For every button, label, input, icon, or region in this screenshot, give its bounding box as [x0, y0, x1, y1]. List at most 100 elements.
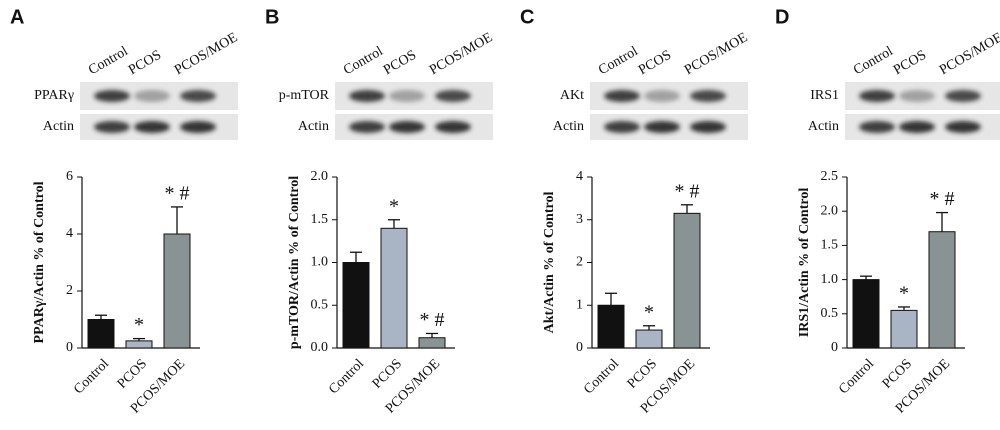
- annotation: * #: [675, 180, 700, 202]
- bar: [418, 337, 446, 349]
- annotation: * #: [420, 309, 445, 331]
- annotation: * #: [930, 188, 955, 210]
- y-tick-label: 2.0: [311, 169, 329, 184]
- y-tick-label: 0: [831, 340, 838, 355]
- blot-lane-label: Control: [341, 44, 386, 78]
- blot-band: [134, 121, 170, 133]
- y-tick-label: 0.0: [311, 340, 329, 355]
- x-tick-label: Control: [326, 356, 367, 397]
- y-tick-label: 4: [576, 169, 583, 184]
- bar: [87, 319, 115, 349]
- blot-band: [94, 121, 130, 133]
- annotation: *: [389, 195, 399, 217]
- bar: [852, 279, 880, 349]
- y-tick-label: 2: [66, 283, 73, 298]
- bar: [380, 227, 408, 349]
- y-tick-label: 3: [576, 212, 583, 227]
- bar: [597, 304, 625, 349]
- blot-row-label: IRS1: [810, 88, 839, 103]
- y-axis-label: PPARγ/Actin % of Control: [32, 181, 47, 343]
- blot-row-label: Actin: [298, 119, 329, 134]
- x-tick-label: Control: [836, 356, 877, 397]
- bar: [342, 262, 370, 349]
- blot-band: [349, 90, 385, 102]
- blot-band: [899, 90, 935, 102]
- blot-band: [644, 121, 680, 133]
- x-tick-label: Control: [71, 356, 112, 397]
- blot-band: [604, 90, 640, 102]
- blot-band: [859, 90, 895, 102]
- y-tick-label: 0: [66, 340, 73, 355]
- panel-letter: A: [10, 6, 24, 28]
- blot-band: [945, 121, 981, 133]
- panel-letter: D: [775, 6, 789, 28]
- y-axis-label: p-mTOR/Actin % of Control: [287, 176, 302, 349]
- blot-lane-label: PCOS/MOE: [682, 30, 750, 78]
- blot-lane-label: Control: [596, 44, 641, 78]
- blot-lane-label: PCOS: [636, 48, 674, 79]
- x-tick-label: Control: [581, 356, 622, 397]
- blot-band: [859, 121, 895, 133]
- blot-band: [690, 121, 726, 133]
- blot-band: [604, 121, 640, 133]
- bar: [635, 329, 663, 349]
- blot-band: [134, 90, 170, 102]
- blot-band: [180, 121, 216, 133]
- y-tick-label: 2.5: [821, 169, 839, 184]
- annotation: *: [644, 301, 654, 323]
- y-tick-label: 0.5: [821, 306, 839, 321]
- blot-lane-label: PCOS: [381, 48, 419, 79]
- blot-band: [389, 121, 425, 133]
- y-tick-label: 0.5: [311, 297, 329, 312]
- y-axis-label: Akt/Actin % of Control: [542, 192, 557, 334]
- blot-lane-label: PCOS/MOE: [427, 30, 495, 78]
- bar: [125, 340, 153, 349]
- x-tick-label: PCOS: [625, 356, 660, 391]
- blot-row-label: Actin: [808, 119, 839, 134]
- y-tick-label: 1.0: [821, 272, 839, 287]
- y-tick-label: 0: [576, 340, 583, 355]
- blot-band: [94, 90, 130, 102]
- blot-row-label: p-mTOR: [279, 88, 330, 103]
- y-tick-label: 4: [66, 226, 73, 241]
- blot-band: [945, 90, 981, 102]
- blot-band: [389, 90, 425, 102]
- blot-band: [899, 121, 935, 133]
- y-tick-label: 6: [66, 169, 73, 184]
- blot-band: [180, 90, 216, 102]
- y-tick-label: 1.0: [311, 255, 329, 270]
- blot-band: [690, 90, 726, 102]
- y-tick-label: 1.5: [821, 238, 839, 253]
- y-tick-label: 2: [576, 255, 583, 270]
- blot-band: [644, 90, 680, 102]
- y-tick-label: 2.0: [821, 203, 839, 218]
- panel-letter: C: [520, 6, 534, 28]
- blot-lane-label: PCOS/MOE: [172, 30, 240, 78]
- annotation: * #: [165, 183, 190, 205]
- y-tick-label: 1: [576, 297, 583, 312]
- blot-row-label: PPARγ: [34, 88, 74, 103]
- annotation: *: [899, 283, 909, 305]
- annotation: *: [134, 314, 144, 336]
- blot-band: [349, 121, 385, 133]
- x-tick-label: PCOS: [880, 356, 915, 391]
- x-tick-label: PCOS: [115, 356, 150, 391]
- bar: [673, 212, 701, 349]
- panel-letter: B: [265, 6, 279, 28]
- x-tick-label: PCOS: [370, 356, 405, 391]
- blot-row-label: AKt: [560, 88, 584, 103]
- blot-lane-label: PCOS/MOE: [937, 30, 1000, 78]
- blot-band: [435, 90, 471, 102]
- bar: [928, 231, 956, 349]
- blot-row-label: Actin: [43, 119, 74, 134]
- y-tick-label: 1.5: [311, 212, 329, 227]
- bar: [163, 233, 191, 349]
- bar: [890, 309, 918, 349]
- blot-lane-label: PCOS: [126, 48, 164, 79]
- blot-lane-label: Control: [86, 44, 131, 78]
- blot-lane-label: PCOS: [891, 48, 929, 79]
- y-axis-label: IRS1/Actin % of Control: [797, 188, 812, 338]
- blot-band: [435, 121, 471, 133]
- blot-lane-label: Control: [851, 44, 896, 78]
